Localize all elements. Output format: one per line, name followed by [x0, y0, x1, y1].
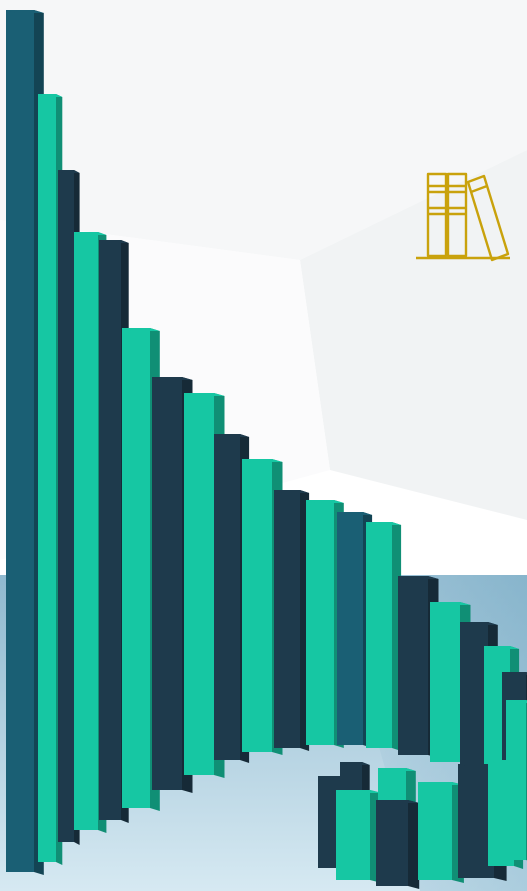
bar — [274, 490, 310, 751]
bar — [506, 700, 527, 861]
bar — [337, 512, 373, 748]
bar-group — [6, 10, 527, 875]
bar-ring — [318, 700, 527, 889]
bar — [418, 782, 464, 883]
bar — [336, 790, 382, 883]
bar — [366, 522, 402, 751]
bar — [376, 800, 420, 889]
bg-facet-2 — [300, 150, 527, 520]
bg-facet-1 — [0, 0, 527, 260]
books-icon — [416, 172, 510, 262]
